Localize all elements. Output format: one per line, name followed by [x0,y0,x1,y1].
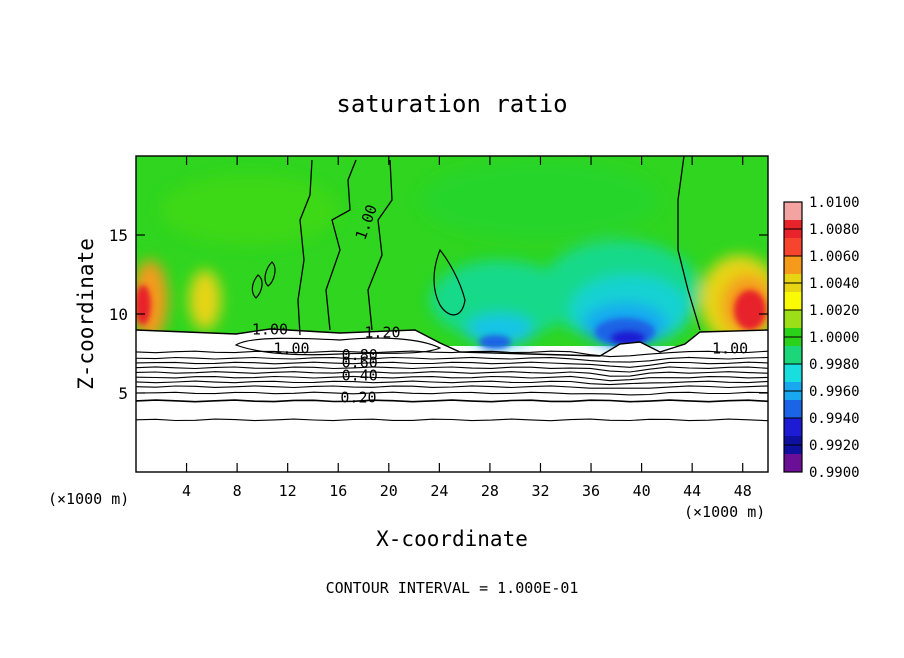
colorbar-swatch [784,202,802,221]
y-tick-label: 5 [118,384,128,403]
colorbar-swatch [784,238,802,257]
colorbar-tick-label: 1.0020 [809,303,860,319]
colorbar-swatch [784,418,802,437]
contour-label: 0.40 [342,366,378,384]
y-tick-label: 15 [109,226,128,245]
colorbar-tick-label: 0.9980 [809,357,860,373]
colorbar-tick-label: 1.0080 [809,222,860,238]
contour-line [136,361,768,368]
contour-label: 1.00 [252,321,288,339]
x-tick-label: 40 [633,482,651,500]
x-tick-label: 24 [430,482,448,500]
contour-line [136,380,768,386]
x-axis-label: X-coordinate [376,527,528,551]
x-axis-ticks: 4 8 12 16 20 24 28 32 36 40 44 48 [182,156,752,500]
contour-lines [136,350,768,422]
contour-line [136,375,768,382]
contour-line [136,391,768,396]
y-axis-ticks: 5 10 15 [109,226,768,403]
contour-label: 1.00 [712,340,748,358]
colorbar: 1.0100 1.0080 1.0060 1.0040 1.0020 1.0000 0.99… [783,195,860,481]
colorbar-tick-label: 0.9940 [809,411,860,427]
y-axis-label: Z-coordinate [74,238,98,390]
colorbar-tick-label: 1.0060 [809,249,860,265]
x-unit-label-right: (×1000 m) [684,503,765,521]
contour-label: 0.80 [342,346,378,364]
x-tick-label: 12 [279,482,297,500]
colorbar-tick-label: 0.9960 [809,384,860,400]
x-tick-label: 8 [233,482,242,500]
contour-label: 0.20 [340,388,376,406]
contour-interval-note: CONTOUR INTERVAL = 1.000E-01 [326,579,579,597]
contour-upper-cloud [297,159,393,336]
y-tick-label: 10 [109,305,128,324]
x-tick-label: 32 [531,482,549,500]
contour-labels: 1.001.00 1.201.00 0.800.600.400.201.00 [252,202,748,406]
colorbar-swatch [784,364,802,383]
contour-line [136,399,768,403]
colorbar-swatch [784,454,802,473]
contour-line [136,418,768,422]
colorbar-tick-label: 1.0040 [809,276,860,292]
contour-line [136,385,768,389]
colorbar-tick-label: 1.0000 [809,330,860,346]
colorbar-swatch [784,292,802,311]
contour-label: 1.20 [364,324,400,342]
colorbar-tick-label: 1.0100 [809,195,860,211]
x-tick-label: 44 [683,482,701,500]
colorbar-tick-label: 0.9920 [809,438,860,454]
x-unit-label-left: (×1000 m) [48,490,129,508]
contour-label: 1.00 [273,340,309,358]
contour-right-edge [677,156,701,331]
contour-1.20-loop [234,337,442,356]
x-tick-label: 48 [734,482,752,500]
colorbar-swatch [784,310,802,329]
contour-label: 0.60 [342,354,378,372]
x-tick-label: 4 [182,482,191,500]
colorbar-swatch [784,256,802,275]
x-tick-label: 20 [380,482,398,500]
contour-1.00-top [136,328,768,357]
heatmap-plot-area: 1.001.00 1.201.00 0.800.600.400.201.00 [136,156,768,472]
colorbar-swatch [784,400,802,419]
contour-line [136,356,768,363]
contour-sparse-cells [251,248,466,316]
contour-line [136,371,768,377]
colorbar-swatch [784,346,802,365]
x-tick-label: 16 [329,482,347,500]
chart-title: saturation ratio [336,90,567,118]
colorbar-tick-label: 0.9900 [809,465,860,481]
x-tick-label: 36 [582,482,600,500]
contour-line [136,366,768,373]
x-tick-label: 28 [481,482,499,500]
contour-line [136,350,768,358]
